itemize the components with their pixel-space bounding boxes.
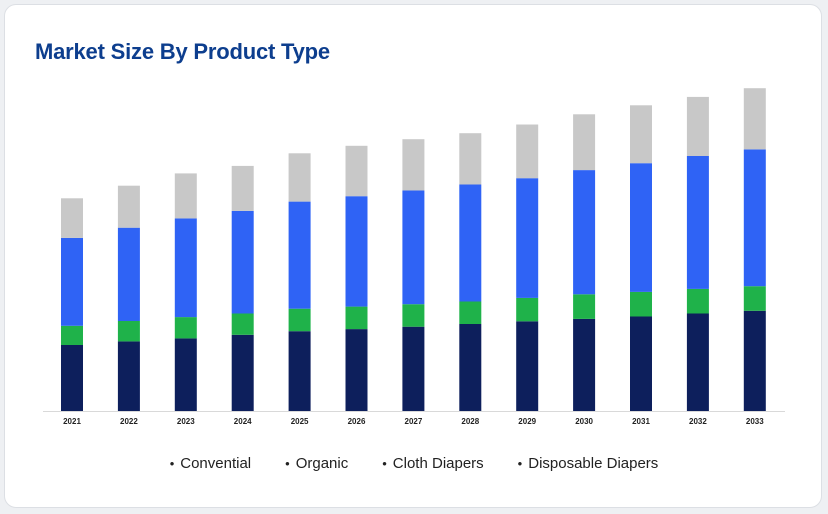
x-tick-label-2024: 2024 — [234, 417, 252, 426]
bar-disposable-diapers-2026[interactable] — [345, 145, 368, 197]
bar-organic-2024[interactable] — [231, 313, 254, 335]
bar-conventional-2031[interactable] — [630, 316, 652, 412]
chart-card: Market Size By Product Type 2021 2022 2023… — [4, 4, 822, 508]
bar-organic-2023[interactable] — [174, 317, 197, 339]
bar-cloth-diapers-2023[interactable] — [174, 218, 197, 318]
bar-organic-2029[interactable] — [516, 297, 539, 322]
x-tick-label-2026: 2026 — [348, 417, 366, 426]
chart-title: Market Size By Product Type — [35, 39, 330, 64]
x-tick-label-2030: 2030 — [575, 417, 593, 426]
bar-conventional-2033[interactable] — [743, 310, 766, 411]
bar-conventional-2021[interactable] — [61, 345, 83, 411]
bar-organic-2028[interactable] — [459, 301, 482, 325]
x-tick-label-2021: 2021 — [63, 417, 81, 426]
bar-disposable-diapers-2027[interactable] — [402, 139, 425, 191]
bar-cloth-diapers-2029[interactable] — [516, 178, 539, 298]
bar-disposable-diapers-2030[interactable] — [573, 114, 596, 171]
bar-cloth-diapers-2021[interactable] — [61, 237, 83, 326]
bar-organic-2022[interactable] — [117, 321, 140, 342]
bar-conventional-2030[interactable] — [573, 318, 596, 411]
x-tick-label-2032: 2032 — [689, 417, 707, 426]
bar-disposable-diapers-2022[interactable] — [117, 185, 140, 228]
legend-item-conventional[interactable]: • Convential — [170, 455, 251, 472]
bar-cloth-diapers-2033[interactable] — [743, 149, 766, 287]
bar-disposable-diapers-2023[interactable] — [174, 173, 197, 219]
bullet-icon: • — [285, 456, 290, 471]
stacked-bar-chart: 2021 2022 2023 2024 2025 2026 2027 2028 2029 2030… — [43, 88, 785, 426]
bar-disposable-diapers-2033[interactable] — [743, 88, 766, 150]
bars-group — [61, 88, 766, 411]
bullet-icon: • — [382, 456, 387, 471]
bar-organic-2025[interactable] — [288, 308, 311, 332]
x-tick-label-2022: 2022 — [120, 417, 138, 426]
bar-cloth-diapers-2024[interactable] — [231, 210, 254, 314]
bar-conventional-2023[interactable] — [174, 338, 197, 411]
x-tick-label-2023: 2023 — [177, 417, 195, 426]
bar-disposable-diapers-2021[interactable] — [61, 198, 83, 238]
bar-organic-2026[interactable] — [345, 306, 368, 330]
legend-label: Cloth Diapers — [392, 455, 484, 472]
bar-conventional-2022[interactable] — [117, 341, 140, 411]
legend-item-organic[interactable]: • Organic — [285, 455, 348, 472]
bar-organic-2027[interactable] — [402, 304, 425, 327]
bar-conventional-2024[interactable] — [231, 334, 254, 411]
x-tick-label-2027: 2027 — [405, 417, 423, 426]
bar-disposable-diapers-2031[interactable] — [630, 105, 652, 164]
bullet-icon: • — [169, 456, 175, 471]
bullet-icon: • — [517, 456, 523, 471]
bar-disposable-diapers-2025[interactable] — [288, 153, 311, 202]
bar-conventional-2027[interactable] — [402, 326, 425, 411]
bar-disposable-diapers-2029[interactable] — [516, 124, 539, 179]
bar-disposable-diapers-2024[interactable] — [231, 165, 254, 211]
bar-conventional-2028[interactable] — [459, 324, 482, 411]
bar-disposable-diapers-2032[interactable] — [686, 96, 709, 156]
legend-label: Convential — [180, 455, 252, 472]
bar-cloth-diapers-2026[interactable] — [345, 196, 368, 307]
legend-label: Disposable Diapers — [528, 455, 659, 472]
bar-conventional-2026[interactable] — [345, 329, 368, 411]
legend: • Convential • Organic • Cloth Diapers •… — [5, 455, 823, 472]
x-tick-label-2031: 2031 — [632, 417, 650, 426]
bar-conventional-2029[interactable] — [516, 321, 539, 411]
x-tick-label-2033: 2033 — [746, 417, 764, 426]
bar-conventional-2025[interactable] — [288, 331, 311, 411]
x-tick-label-2029: 2029 — [518, 417, 536, 426]
bar-disposable-diapers-2028[interactable] — [459, 133, 482, 185]
bar-cloth-diapers-2028[interactable] — [459, 184, 482, 302]
legend-item-disposable-diapers[interactable]: • Disposable Diapers — [518, 455, 659, 472]
bar-conventional-2032[interactable] — [686, 313, 709, 412]
legend-label: Organic — [295, 455, 349, 472]
bar-organic-2032[interactable] — [686, 288, 709, 314]
bar-cloth-diapers-2022[interactable] — [117, 227, 140, 321]
x-tick-labels: 2021 2022 2023 2024 2025 2026 2027 2028 2029 2030… — [63, 417, 764, 426]
legend-item-cloth-diapers[interactable]: • Cloth Diapers — [382, 455, 483, 472]
bar-cloth-diapers-2031[interactable] — [630, 163, 652, 292]
bar-organic-2031[interactable] — [630, 291, 652, 317]
x-tick-label-2025: 2025 — [291, 417, 309, 426]
bar-organic-2033[interactable] — [743, 286, 766, 311]
bar-organic-2030[interactable] — [573, 294, 596, 319]
bar-cloth-diapers-2030[interactable] — [573, 170, 596, 295]
x-tick-label-2028: 2028 — [461, 417, 479, 426]
bar-cloth-diapers-2027[interactable] — [402, 190, 425, 305]
bar-organic-2021[interactable] — [61, 325, 83, 345]
bar-cloth-diapers-2025[interactable] — [288, 201, 311, 309]
bar-cloth-diapers-2032[interactable] — [686, 156, 709, 289]
